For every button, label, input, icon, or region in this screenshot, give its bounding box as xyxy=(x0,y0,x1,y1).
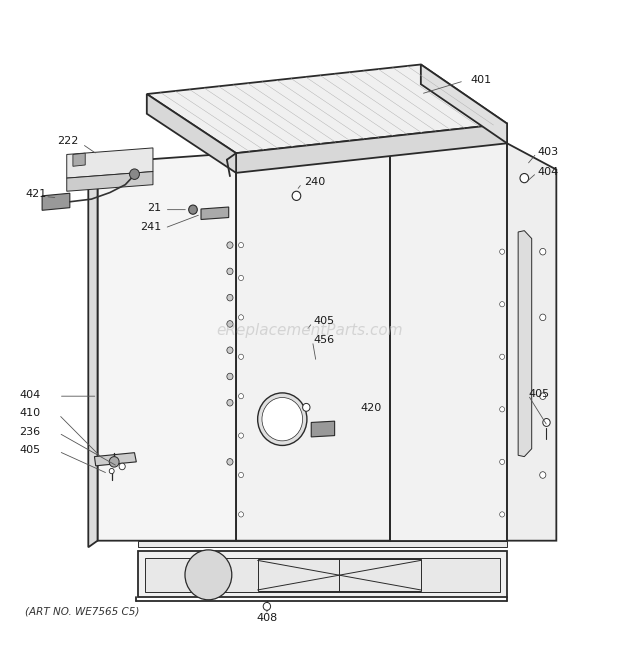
Circle shape xyxy=(239,243,244,248)
Text: 421: 421 xyxy=(25,189,46,199)
Circle shape xyxy=(130,169,140,179)
Polygon shape xyxy=(147,65,507,153)
Circle shape xyxy=(239,433,244,438)
Circle shape xyxy=(227,268,233,275)
Circle shape xyxy=(500,249,505,254)
Text: 403: 403 xyxy=(538,147,559,157)
Text: 222: 222 xyxy=(58,136,79,146)
Text: 405: 405 xyxy=(314,317,335,327)
Polygon shape xyxy=(421,65,507,143)
Polygon shape xyxy=(236,124,507,173)
Polygon shape xyxy=(67,172,153,191)
Polygon shape xyxy=(138,551,507,596)
Text: 401: 401 xyxy=(470,75,491,85)
Circle shape xyxy=(258,393,307,446)
Circle shape xyxy=(239,276,244,280)
Circle shape xyxy=(185,550,232,600)
Text: 410: 410 xyxy=(19,408,40,418)
Circle shape xyxy=(539,393,546,399)
Circle shape xyxy=(264,602,270,610)
Polygon shape xyxy=(73,153,85,167)
Text: 240: 240 xyxy=(304,177,325,187)
Text: 21: 21 xyxy=(147,204,161,214)
Polygon shape xyxy=(94,453,136,466)
Polygon shape xyxy=(88,163,97,547)
Circle shape xyxy=(303,403,310,411)
Circle shape xyxy=(119,463,125,470)
Circle shape xyxy=(188,205,197,214)
Polygon shape xyxy=(507,143,556,541)
Circle shape xyxy=(227,294,233,301)
Text: 405: 405 xyxy=(529,389,550,399)
Circle shape xyxy=(542,418,550,426)
Polygon shape xyxy=(145,559,500,592)
Polygon shape xyxy=(518,231,532,457)
Text: 241: 241 xyxy=(140,221,161,232)
Text: 405: 405 xyxy=(19,445,40,455)
Circle shape xyxy=(227,399,233,406)
Circle shape xyxy=(292,191,301,200)
Circle shape xyxy=(227,459,233,465)
Polygon shape xyxy=(311,421,335,437)
Circle shape xyxy=(520,174,529,182)
Text: 456: 456 xyxy=(314,334,335,344)
Circle shape xyxy=(227,347,233,354)
Circle shape xyxy=(500,354,505,360)
Circle shape xyxy=(500,459,505,465)
Circle shape xyxy=(239,315,244,320)
Circle shape xyxy=(500,512,505,517)
Text: 236: 236 xyxy=(19,426,40,437)
Polygon shape xyxy=(42,193,70,210)
Text: 404: 404 xyxy=(19,390,40,400)
Circle shape xyxy=(227,321,233,327)
Circle shape xyxy=(500,301,505,307)
Polygon shape xyxy=(390,143,507,541)
Polygon shape xyxy=(201,207,229,219)
Text: (ART NO. WE7565 C5): (ART NO. WE7565 C5) xyxy=(25,607,140,617)
Polygon shape xyxy=(138,541,507,547)
Circle shape xyxy=(539,314,546,321)
Polygon shape xyxy=(97,153,236,541)
Circle shape xyxy=(239,393,244,399)
Circle shape xyxy=(539,472,546,479)
Circle shape xyxy=(239,473,244,478)
Text: 408: 408 xyxy=(256,613,278,623)
Polygon shape xyxy=(67,148,153,178)
Circle shape xyxy=(109,457,119,467)
Polygon shape xyxy=(236,143,390,541)
Circle shape xyxy=(500,407,505,412)
Circle shape xyxy=(262,397,303,441)
Circle shape xyxy=(539,249,546,255)
Polygon shape xyxy=(147,94,236,173)
Circle shape xyxy=(109,469,114,474)
Circle shape xyxy=(227,373,233,380)
Text: 404: 404 xyxy=(538,167,559,176)
Text: eReplacementParts.com: eReplacementParts.com xyxy=(216,323,404,338)
Circle shape xyxy=(227,242,233,249)
Circle shape xyxy=(239,354,244,360)
Circle shape xyxy=(239,512,244,517)
Text: 420: 420 xyxy=(360,403,382,413)
